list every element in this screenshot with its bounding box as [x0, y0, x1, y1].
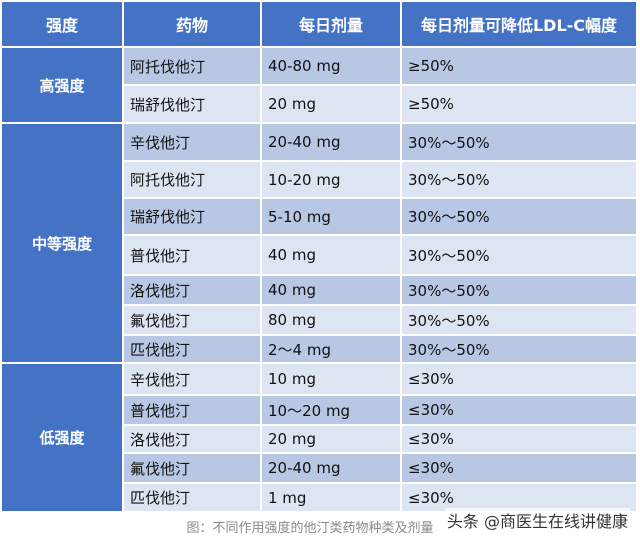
- figure-caption: 图：不同作用强度的他汀类药物种类及剂量: [186, 521, 434, 536]
- table-row: 普伐他汀 40 mg 30%～50%: [1, 234, 638, 276]
- intensity-group-cell: 高强度: [0, 46, 124, 124]
- table-row: 瑞舒伐他汀 5-10 mg 30%～50%: [1, 197, 638, 236]
- dose-cell: 40 mg: [260, 234, 402, 276]
- statin-table: 强度 药物 每日剂量 每日剂量可降低LDL-C幅度 高强度 阿托伐他汀 40-80 …: [0, 0, 638, 513]
- drug-cell: 瑞舒伐他汀: [122, 197, 262, 236]
- drug-cell: 辛伐他汀: [122, 122, 262, 162]
- dose-cell: 20 mg: [260, 424, 402, 454]
- header-ldl-reduction: 每日剂量可降低LDL-C幅度: [400, 0, 638, 48]
- ldl-reduction-cell: 30%～50%: [400, 122, 638, 162]
- dose-cell: 40-80 mg: [260, 46, 402, 86]
- table-row: 匹伐他汀 2～4 mg 30%～50%: [1, 334, 638, 364]
- drug-cell: 匹伐他汀: [122, 334, 262, 364]
- table-row: 洛伐他汀 40 mg 30%～50%: [1, 274, 638, 306]
- watermark: 头条 @商医生在线讲健康: [444, 508, 630, 532]
- dose-cell: 20 mg: [260, 84, 402, 124]
- ldl-reduction-cell: ≤30%: [400, 424, 638, 454]
- dose-cell: 10～20 mg: [260, 394, 402, 426]
- dose-cell: 40 mg: [260, 274, 402, 306]
- drug-cell: 辛伐他汀: [122, 362, 262, 396]
- ldl-reduction-cell: ≥50%: [400, 84, 638, 124]
- dose-cell: 80 mg: [260, 304, 402, 336]
- drug-cell: 氟伐他汀: [122, 304, 262, 336]
- ldl-reduction-cell: ≤30%: [400, 394, 638, 426]
- dose-cell: 5-10 mg: [260, 197, 402, 236]
- ldl-reduction-cell: ≤30%: [400, 362, 638, 396]
- table-row: 低强度 辛伐他汀 10 mg ≤30%: [0, 362, 638, 513]
- ldl-reduction-cell: 30%～50%: [400, 234, 638, 276]
- ldl-reduction-cell: 30%～50%: [400, 334, 638, 364]
- dose-cell: 10 mg: [260, 362, 402, 396]
- table-row: 瑞舒伐他汀 20 mg ≥50%: [1, 84, 638, 124]
- drug-cell: 瑞舒伐他汀: [122, 84, 262, 124]
- dose-cell: 1 mg: [260, 482, 402, 513]
- table-row: 匹伐他汀 1 mg ≤30%: [1, 482, 638, 513]
- ldl-reduction-cell: ≥50%: [400, 46, 638, 86]
- header-daily-dose: 每日剂量: [260, 0, 402, 48]
- dose-cell: 20-40 mg: [260, 122, 402, 162]
- header-intensity: 强度: [0, 0, 124, 48]
- table-row: 阿托伐他汀 10-20 mg 30%～50%: [1, 160, 638, 199]
- ldl-reduction-cell: 30%～50%: [400, 274, 638, 306]
- drug-cell: 洛伐他汀: [122, 274, 262, 306]
- drug-cell: 普伐他汀: [122, 234, 262, 276]
- ldl-reduction-cell: ≤30%: [400, 482, 638, 513]
- intensity-group-cell: 中等强度: [0, 122, 124, 364]
- table-row: 中等强度 辛伐他汀 20-40 mg 30%～50%: [0, 122, 638, 364]
- table-row: 普伐他汀 10～20 mg ≤30%: [1, 394, 638, 426]
- drug-cell: 氟伐他汀: [122, 452, 262, 484]
- drug-cell: 匹伐他汀: [122, 482, 262, 513]
- table-row: 高强度 阿托伐他汀 40-80 mg ≥50%: [0, 46, 638, 124]
- ldl-reduction-cell: ≤30%: [400, 452, 638, 484]
- table-row: 氟伐他汀 80 mg 30%～50%: [1, 304, 638, 336]
- drug-cell: 阿托伐他汀: [122, 160, 262, 199]
- ldl-reduction-cell: 30%～50%: [400, 304, 638, 336]
- drug-cell: 阿托伐他汀: [122, 46, 262, 86]
- drug-cell: 普伐他汀: [122, 394, 262, 426]
- table-row: 氟伐他汀 20-40 mg ≤30%: [1, 452, 638, 484]
- dose-cell: 20-40 mg: [260, 452, 402, 484]
- header-row: 强度 药物 每日剂量 每日剂量可降低LDL-C幅度: [0, 0, 638, 48]
- dose-cell: 10-20 mg: [260, 160, 402, 199]
- ldl-reduction-cell: 30%～50%: [400, 197, 638, 236]
- header-drug: 药物: [122, 0, 262, 48]
- drug-cell: 洛伐他汀: [122, 424, 262, 454]
- table-row: 洛伐他汀 20 mg ≤30%: [1, 424, 638, 454]
- ldl-reduction-cell: 30%～50%: [400, 160, 638, 199]
- intensity-group-cell: 低强度: [0, 362, 124, 513]
- dose-cell: 2～4 mg: [260, 334, 402, 364]
